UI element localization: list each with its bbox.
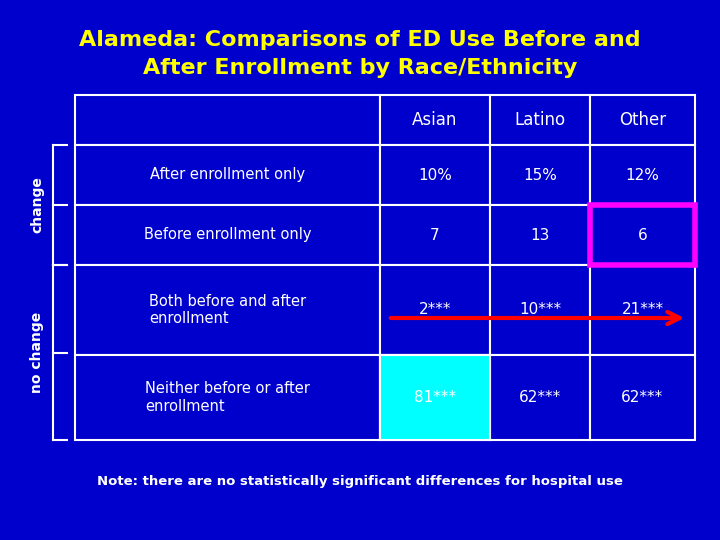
Text: 10***: 10***: [519, 302, 561, 318]
Text: 62***: 62***: [621, 390, 664, 405]
Bar: [490, 265, 590, 355]
Bar: [590, 205, 695, 265]
Text: 21***: 21***: [621, 302, 664, 318]
Bar: [490, 95, 590, 145]
Bar: [490, 355, 590, 440]
Bar: [590, 205, 695, 265]
Bar: [590, 145, 695, 205]
Bar: [75, 205, 380, 265]
Bar: [75, 145, 380, 205]
Text: 2***: 2***: [419, 302, 451, 318]
Bar: [380, 355, 490, 440]
Text: 6: 6: [638, 227, 647, 242]
Text: 15%: 15%: [523, 167, 557, 183]
Text: Note: there are no statistically significant differences for hospital use: Note: there are no statistically signifi…: [97, 476, 623, 489]
Text: Other: Other: [619, 111, 666, 129]
Bar: [75, 265, 380, 355]
Text: 12%: 12%: [626, 167, 660, 183]
Bar: [490, 205, 590, 265]
Text: Neither before or after
enrollment: Neither before or after enrollment: [145, 381, 310, 414]
Bar: [380, 95, 490, 145]
Bar: [75, 355, 380, 440]
Bar: [590, 355, 695, 440]
Text: 13: 13: [531, 227, 549, 242]
Text: no change: no change: [30, 312, 44, 393]
Text: Asian: Asian: [413, 111, 458, 129]
Text: After Enrollment by Race/Ethnicity: After Enrollment by Race/Ethnicity: [143, 58, 577, 78]
Bar: [380, 145, 490, 205]
Text: Before enrollment only: Before enrollment only: [144, 227, 311, 242]
Text: Alameda: Comparisons of ED Use Before and: Alameda: Comparisons of ED Use Before an…: [79, 30, 641, 50]
Bar: [590, 95, 695, 145]
Text: After enrollment only: After enrollment only: [150, 167, 305, 183]
Text: Latino: Latino: [514, 111, 566, 129]
Bar: [75, 95, 380, 145]
Text: 81***: 81***: [414, 390, 456, 405]
Text: 7: 7: [430, 227, 440, 242]
Text: 10%: 10%: [418, 167, 452, 183]
Text: change: change: [30, 177, 44, 233]
Bar: [590, 265, 695, 355]
Bar: [380, 355, 490, 440]
Text: 62***: 62***: [519, 390, 561, 405]
Bar: [490, 145, 590, 205]
Bar: [380, 265, 490, 355]
Text: Both before and after
enrollment: Both before and after enrollment: [149, 294, 306, 326]
Bar: [380, 205, 490, 265]
